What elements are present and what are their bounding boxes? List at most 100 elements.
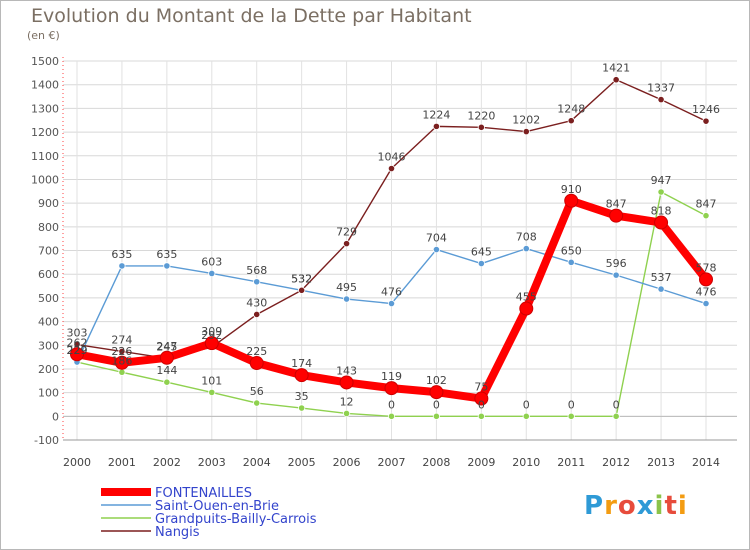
data-label: 650 (561, 244, 582, 257)
data-label: 274 (111, 333, 132, 346)
data-label: 75 (474, 381, 488, 394)
data-point (612, 76, 620, 84)
data-label: 603 (201, 255, 222, 268)
x-tick-label: 2011 (557, 456, 585, 469)
x-tick-label: 2009 (467, 456, 495, 469)
data-point (522, 127, 530, 136)
data-point (657, 285, 665, 293)
data-label: 186 (111, 354, 132, 367)
data-point (702, 212, 710, 220)
data-point (657, 188, 665, 196)
data-label: 309 (201, 325, 222, 338)
data-point (567, 412, 575, 420)
data-label: 430 (246, 296, 267, 309)
x-tick-label: 2005 (288, 456, 316, 469)
data-point (249, 356, 264, 371)
y-tick-label: -100 (34, 434, 59, 447)
y-tick-label: 200 (38, 363, 59, 376)
data-point (387, 164, 396, 173)
data-label: 708 (516, 231, 537, 244)
data-label: 0 (613, 398, 620, 411)
data-point (432, 412, 441, 420)
data-point (609, 208, 624, 223)
data-label: 1246 (692, 103, 720, 116)
series-saint-ouen-en-brie (73, 245, 710, 366)
legend-label: Saint-Ouen-en-Brie (155, 499, 279, 514)
data-point (522, 412, 530, 420)
data-point (208, 388, 216, 396)
y-tick-label: 300 (38, 339, 59, 352)
data-point (474, 391, 489, 406)
data-label: 910 (561, 183, 582, 196)
data-label: 537 (651, 271, 672, 284)
logo-letter: r (604, 491, 618, 521)
legend-label: Nangis (155, 525, 200, 540)
data-label: 1248 (557, 103, 585, 116)
x-tick-label: 2014 (692, 456, 720, 469)
data-point (699, 272, 713, 287)
x-tick-label: 2012 (602, 456, 630, 469)
logo-letter: o (617, 491, 637, 521)
data-label: 229 (67, 344, 88, 357)
y-tick-label: 1500 (31, 55, 59, 68)
legend-label: FONTENAILLES (155, 486, 252, 501)
data-label: 0 (568, 398, 575, 411)
data-label: 818 (651, 205, 672, 218)
y-tick-label: 1200 (31, 126, 59, 139)
data-point (387, 299, 396, 308)
data-label: 262 (67, 336, 88, 349)
logo-letter: t (664, 491, 678, 521)
y-tick-label: 600 (38, 268, 59, 281)
data-label: 635 (156, 248, 177, 261)
data-point (477, 412, 485, 420)
data-label: 229 (67, 344, 88, 357)
x-tick-label: 2010 (512, 456, 540, 469)
y-tick-label: 0 (52, 410, 59, 423)
legend-label: Grandpuits-Bailly-Carrois (155, 512, 317, 527)
data-label: 101 (201, 374, 222, 387)
x-tick-label: 2007 (378, 456, 406, 469)
data-point (387, 412, 396, 420)
data-point (342, 240, 351, 248)
logo-letter: i (677, 491, 688, 521)
data-point (564, 193, 579, 208)
data-point (118, 368, 126, 376)
data-label: 0 (433, 398, 440, 411)
x-tick-label: 2002 (153, 456, 181, 469)
y-tick-label: 700 (38, 245, 59, 258)
data-point (298, 404, 306, 412)
x-tick-label: 2008 (422, 456, 450, 469)
data-label: 947 (651, 174, 672, 187)
data-point (208, 269, 216, 278)
data-point (118, 262, 126, 270)
data-label: 119 (381, 370, 402, 383)
data-point (294, 368, 309, 383)
y-tick-label: 1400 (31, 79, 59, 92)
data-point (298, 286, 306, 294)
data-label: 1224 (422, 108, 450, 121)
data-label: 476 (381, 286, 402, 299)
data-point (339, 375, 354, 390)
y-tick-label: 800 (38, 221, 59, 234)
data-label: 1421 (602, 62, 630, 75)
data-label: 35 (295, 390, 309, 403)
data-point (519, 301, 534, 316)
data-label: 1337 (647, 82, 675, 95)
x-tick-label: 2003 (198, 456, 226, 469)
x-tick-label: 2006 (333, 456, 361, 469)
data-label: 1202 (512, 114, 540, 127)
data-label: 635 (111, 248, 132, 261)
data-label: 568 (246, 264, 267, 277)
y-tick-label: 1300 (31, 102, 59, 115)
data-point (612, 412, 620, 420)
data-label: 0 (523, 398, 530, 411)
y-tick-label: 1100 (31, 150, 59, 163)
data-label: 729 (336, 226, 357, 239)
x-tick-label: 2013 (647, 456, 675, 469)
data-label: 578 (696, 261, 717, 274)
data-label: 476 (696, 286, 717, 299)
data-point (114, 355, 129, 370)
y-tick-label: 400 (38, 316, 59, 329)
